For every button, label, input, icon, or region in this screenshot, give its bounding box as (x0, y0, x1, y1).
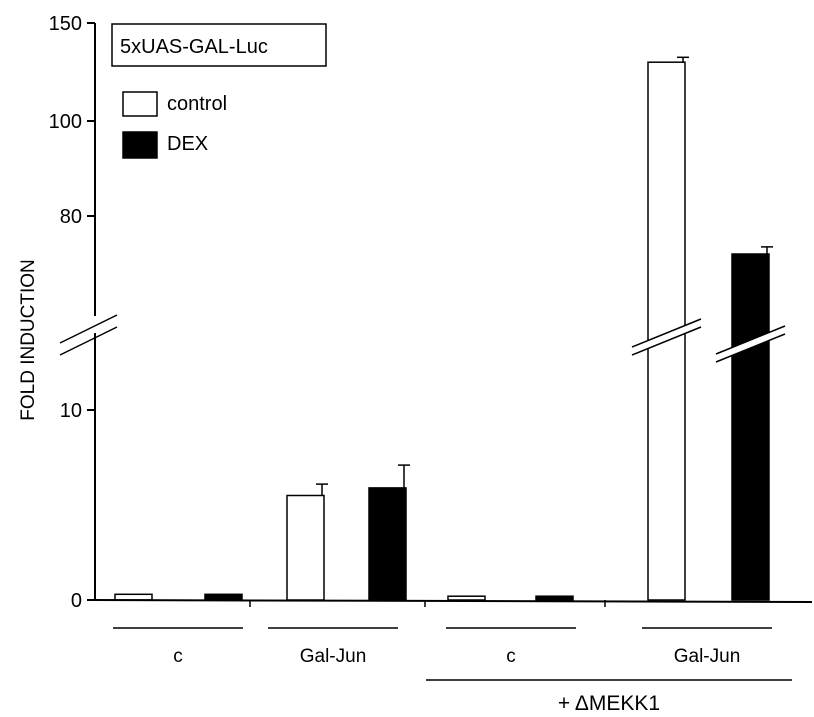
bar-dex-2 (535, 595, 574, 601)
bar-break-line-a-dex-3 (715, 325, 786, 355)
category-label-0: c (173, 646, 183, 667)
y-tick-label-0: 150 (49, 13, 82, 35)
legend-title-box (111, 23, 327, 67)
bar-control-2 (447, 595, 486, 601)
bar-break-line-a-control-3 (631, 318, 702, 348)
y-tick-label-1: 100 (49, 111, 82, 133)
bar-dex-3 (731, 253, 770, 601)
bar-break-line-b-dex-3 (715, 333, 786, 363)
category-label-3: Gal-Jun (674, 646, 741, 667)
legend-swatch-control (122, 91, 158, 117)
legend-label-dex: DEX (167, 133, 208, 155)
x-axis-line (94, 599, 813, 603)
bars-layer (114, 56, 786, 601)
bar-dex-1 (368, 487, 407, 601)
bar-dex-0 (204, 593, 243, 601)
bar-control-1 (286, 494, 325, 601)
bar-break-gap-dex-3 (716, 326, 785, 362)
legend-label-control: control (167, 93, 227, 115)
axis-break-mark-1 (59, 314, 118, 344)
category-label-2: c (506, 646, 516, 667)
chart-title: 5xUAS-GAL-Luc (120, 36, 268, 58)
axis-break-mark-2 (59, 326, 118, 356)
y-axis-label: FOLD INDUCTION (18, 259, 39, 421)
bar-break-line-b-control-3 (631, 326, 702, 356)
y-tick-label-4: 0 (71, 590, 82, 612)
category-label-1: Gal-Jun (300, 646, 367, 667)
y-tick-label-3: 10 (60, 400, 82, 422)
legend-swatch-dex (122, 131, 158, 159)
legend: 5xUAS-GAL-Luc control DEX (111, 23, 327, 159)
axis-layer (59, 22, 813, 681)
bar-break-gap-control-3 (632, 319, 701, 355)
y-tick-label-2: 80 (60, 206, 82, 228)
bracket-label: + ΔMEKK1 (558, 692, 660, 715)
